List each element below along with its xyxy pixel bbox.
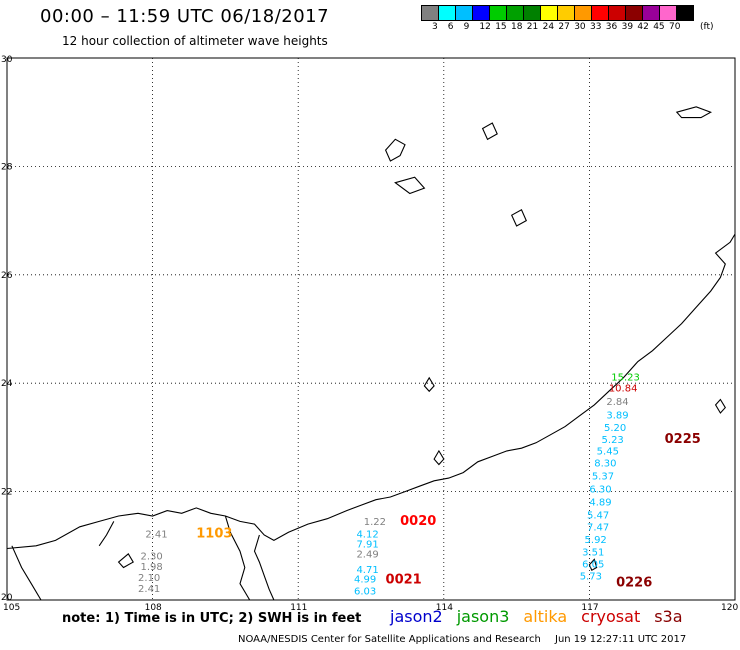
color-scale-unit: (ft) [700, 22, 714, 32]
color-scale-label: 18 [511, 22, 523, 32]
wave-height-value: 5.73 [580, 571, 602, 582]
pass-label: 1103 [196, 527, 232, 542]
pass-label: 0020 [400, 514, 436, 529]
satellite-legend: jason2 jason3 altika cryosat s3a [390, 607, 697, 626]
color-scale-labels: 3 6 9 12 15 18 21 24 27 30 33 36 39 42 45 70 (ft) [424, 22, 740, 34]
wave-height-value: 7.91 [356, 539, 378, 550]
pass-labels: 1103 0020 0021 0225 0226 [196, 432, 701, 591]
wave-height-value: 15.23 [611, 372, 640, 383]
color-scale-label: 45 [653, 22, 665, 32]
footer-note: note: 1) Time is in UTC; 2) SWH is in fe… [62, 611, 362, 626]
color-scale-label: 33 [590, 22, 602, 32]
color-scale-label: 15 [495, 22, 507, 32]
lon-tick-label: 105 [3, 603, 20, 613]
wave-height-value: 2.41 [145, 530, 167, 541]
wave-height-value: 2.30 [140, 551, 162, 562]
wave-height-value: 1.98 [140, 562, 162, 573]
wave-height-value: 5.23 [602, 435, 624, 446]
wave-height-value: 2.41 [138, 584, 160, 595]
island-outline [117, 553, 134, 569]
island-outline [481, 122, 498, 141]
satellite-legend-item: altika [523, 607, 568, 626]
wave-height-value: 5.47 [587, 511, 609, 522]
satellite-legend-item: s3a [654, 607, 683, 626]
wave-height-value: 4.12 [356, 530, 378, 541]
lon-tick-label: 111 [290, 603, 307, 613]
color-scale-label: 9 [463, 22, 470, 32]
map-subtitle: 12 hour collection of altimeter wave hei… [62, 34, 328, 48]
color-scale-label: 42 [637, 22, 649, 32]
island-outline [433, 449, 445, 466]
wave-height-value: 4.89 [589, 498, 611, 509]
color-scale-label: 21 [526, 22, 539, 32]
timestamp-text: Jun 19 12:27:11 UTC 2017 [555, 634, 687, 645]
lon-tick-label: 114 [436, 603, 453, 613]
wave-height-value: 4.71 [356, 565, 378, 576]
island-outline [384, 138, 406, 162]
color-scale-label: 39 [621, 22, 634, 32]
wave-height-value: 5.37 [592, 472, 614, 483]
island-outline [714, 398, 726, 414]
pass-label: 0226 [616, 575, 652, 590]
pass-label: 0225 [665, 432, 701, 447]
map-title: 00:00 – 11:59 UTC 06/18/2017 [40, 6, 330, 27]
color-scale-label: 36 [605, 22, 618, 32]
satellite-legend-item: jason2 [390, 607, 443, 626]
color-scale-label: 12 [479, 22, 491, 32]
color-scale-label: 30 [574, 22, 586, 32]
color-scale-label: 70 [669, 22, 681, 32]
lon-tick-label: 117 [581, 603, 598, 613]
wave-height-value: 10.84 [609, 383, 638, 394]
wave-height-value: 3.89 [606, 410, 628, 421]
wave-height-values: 2.412.301.982.102.411.224.127.912.494.71… [138, 372, 640, 597]
wave-height-value: 1.22 [364, 517, 386, 528]
wave-height-value: 2.84 [606, 397, 628, 408]
lon-tick-label: 120 [721, 603, 738, 613]
island-outline [423, 376, 435, 393]
coastline-segment [253, 534, 275, 601]
wave-height-value: 6.05 [582, 559, 604, 570]
color-swatch [676, 5, 694, 21]
wave-height-value: 4.99 [354, 575, 376, 586]
color-scale-label: 24 [542, 22, 555, 32]
color-scale-label: 27 [558, 22, 570, 32]
wave-height-value: 6.03 [354, 587, 376, 598]
map-frame [6, 57, 736, 601]
wave-height-value: 5.45 [597, 447, 619, 458]
island-outline [510, 209, 528, 227]
wave-height-value: 2.49 [356, 550, 378, 561]
coastline-segment [98, 521, 115, 547]
color-scale-label: 6 [447, 22, 454, 32]
color-scale-label: 3 [432, 22, 438, 32]
island-outline [394, 176, 426, 195]
satellite-legend-item: cryosat [581, 607, 641, 626]
credit-text: NOAA/NESDIS Center for Satellite Applica… [238, 634, 541, 645]
wave-height-value: 6.30 [589, 485, 611, 496]
wave-height-value: 2.10 [138, 573, 160, 584]
wave-height-value: 8.30 [594, 459, 616, 470]
wave-height-value: 5.92 [585, 535, 607, 546]
island-outline [588, 558, 598, 571]
coastline-segment [224, 515, 251, 601]
lon-tick-label: 108 [145, 603, 162, 613]
island-outline [675, 106, 713, 119]
satellite-legend-item: jason3 [456, 607, 510, 626]
wave-height-value: 3.51 [582, 548, 604, 559]
coastline [6, 106, 736, 601]
color-scale-legend [421, 5, 694, 21]
coastline-segment [6, 233, 736, 550]
coastline-segment [11, 545, 42, 601]
wave-height-value: 7.47 [587, 523, 609, 534]
pass-label: 0021 [386, 573, 422, 588]
wave-height-value: 5.20 [604, 423, 626, 434]
lat-lon-grid [7, 58, 735, 600]
